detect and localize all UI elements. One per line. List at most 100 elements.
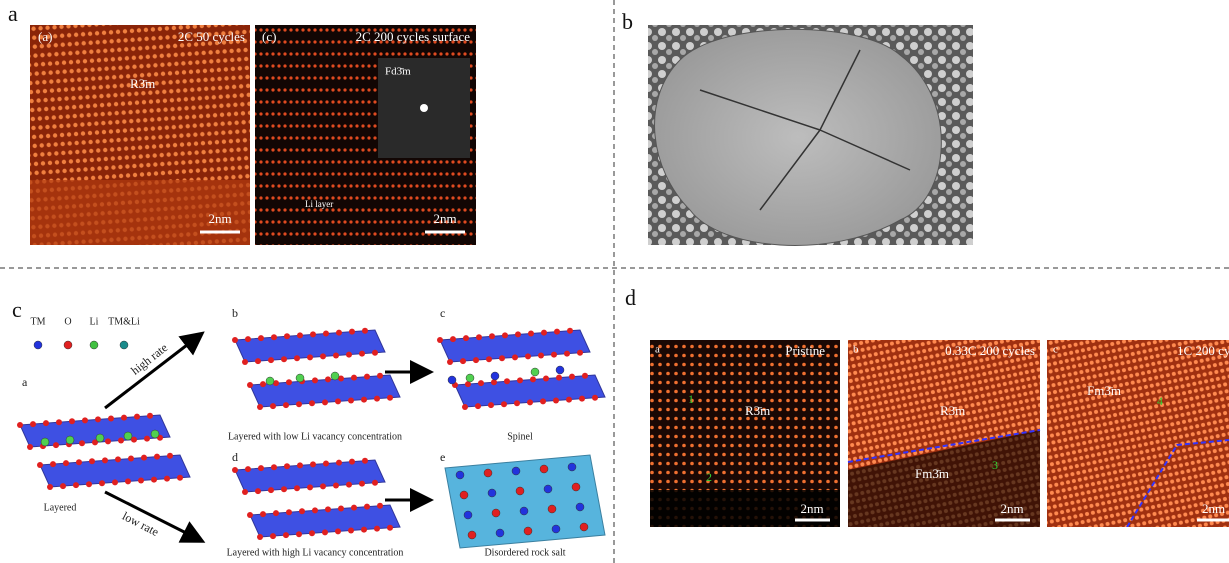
oxygen — [147, 413, 153, 419]
oxygen — [517, 377, 523, 383]
oxygen — [553, 398, 559, 404]
oxygen — [566, 397, 572, 403]
oxygen — [325, 506, 331, 512]
oxygen — [361, 397, 367, 403]
oxygen — [281, 356, 287, 362]
oxygen — [268, 487, 274, 493]
oxygen — [232, 337, 238, 343]
image-caption: 2C 200 cycles surface — [356, 29, 471, 44]
li — [466, 374, 474, 382]
oxygen — [82, 417, 88, 423]
oxygen — [322, 399, 328, 405]
oxygen — [232, 467, 238, 473]
oxygen — [53, 442, 59, 448]
oxygen — [349, 459, 355, 465]
oxygen — [43, 420, 49, 426]
oxygen — [118, 438, 124, 444]
oxygen — [164, 476, 170, 482]
oxygen — [307, 354, 313, 360]
oxygen — [310, 461, 316, 467]
oxygen — [514, 400, 520, 406]
oxygen — [270, 403, 276, 409]
oxygen — [296, 531, 302, 537]
stage-caption: Disordered rock salt — [484, 547, 565, 558]
oxygen — [540, 398, 546, 404]
tm — [491, 372, 499, 380]
oxygen — [554, 329, 560, 335]
oxygen — [582, 373, 588, 379]
ion — [468, 531, 476, 539]
oxygen — [488, 402, 494, 408]
oxygen — [348, 398, 354, 404]
oxygen — [27, 444, 33, 450]
oxygen — [476, 334, 482, 340]
phase-label: R3̄m — [940, 403, 965, 418]
oxygen — [577, 350, 583, 356]
oxygen — [473, 357, 479, 363]
oxygen — [112, 479, 118, 485]
stage-tag: b — [232, 306, 238, 320]
phase-label: Fm3̄m — [915, 466, 949, 481]
oxygen — [374, 396, 380, 402]
oxygen — [320, 483, 326, 489]
oxygen — [242, 489, 248, 495]
oxygen — [134, 414, 140, 420]
legend-li — [90, 341, 98, 349]
oxygen — [372, 480, 378, 486]
oxygen — [501, 401, 507, 407]
legend-label: O — [64, 316, 71, 327]
legend-label: Li — [90, 316, 99, 327]
li — [96, 434, 104, 442]
oxygen — [323, 461, 329, 467]
oxygen — [95, 416, 101, 422]
oxygen — [351, 505, 357, 511]
oxygen — [512, 354, 518, 360]
oxygen — [387, 395, 393, 401]
oxygen — [530, 376, 536, 382]
image-caption: 2C 50 cycles — [178, 29, 245, 44]
oxygen — [154, 454, 160, 460]
oxygen — [372, 350, 378, 356]
ion — [488, 489, 496, 497]
oxygen — [105, 438, 111, 444]
oxygen — [437, 337, 443, 343]
oxygen — [486, 356, 492, 362]
oxygen — [447, 359, 453, 365]
ion — [516, 487, 524, 495]
stage-caption: Layered — [44, 502, 77, 513]
li — [331, 372, 339, 380]
scale-label: 2nm — [1000, 501, 1023, 516]
phase-label: Fm3̄m — [1087, 383, 1121, 398]
oxygen — [258, 465, 264, 471]
oxygen — [361, 527, 367, 533]
tem-image — [1047, 340, 1229, 527]
oxygen — [346, 352, 352, 358]
ion — [524, 527, 532, 535]
legend-o — [64, 341, 72, 349]
oxygen — [527, 399, 533, 405]
oxygen — [284, 463, 290, 469]
oxygen — [141, 455, 147, 461]
oxygen — [592, 395, 598, 401]
ion — [464, 511, 472, 519]
oxygen — [525, 353, 531, 359]
oxygen — [348, 528, 354, 534]
oxygen — [551, 352, 557, 358]
oxygen — [541, 330, 547, 336]
oxygen — [336, 460, 342, 466]
oxygen — [463, 335, 469, 341]
oxygen — [242, 359, 248, 365]
oxygen — [323, 331, 329, 337]
oxygen — [79, 440, 85, 446]
image-tag: a — [655, 344, 660, 356]
oxygen — [108, 416, 114, 422]
panel-label: d — [625, 285, 636, 310]
oxygen — [99, 480, 105, 486]
arrow — [105, 335, 200, 408]
oxygen — [499, 355, 505, 361]
oxygen — [364, 504, 370, 510]
oxygen — [260, 511, 266, 517]
li — [66, 436, 74, 444]
oxygen — [121, 415, 127, 421]
oxygen — [556, 375, 562, 381]
